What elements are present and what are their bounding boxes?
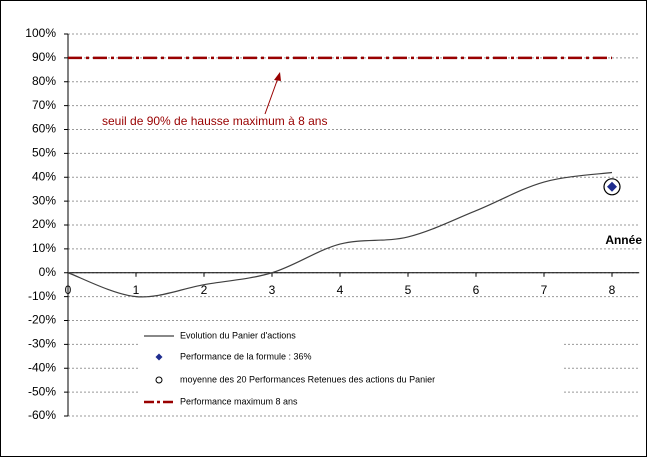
legend-box (140, 326, 562, 412)
y-tick-label: 80% (32, 74, 56, 88)
x-tick-label: 5 (405, 283, 412, 297)
diamond-point (607, 181, 617, 192)
y-tick-label: -20% (28, 313, 56, 327)
x-tick-label: 0 (65, 283, 72, 297)
legend: Evolution du Panier d'actions Performance… (144, 330, 435, 406)
x-tick-label: 4 (337, 283, 344, 297)
y-tick-label: 90% (32, 50, 56, 64)
y-tick-label: 100% (25, 26, 56, 40)
y-tick-label: -10% (28, 289, 56, 303)
x-tick-label: 1 (133, 283, 140, 297)
legend-swatch (155, 376, 163, 384)
y-tick-label: -40% (28, 360, 56, 374)
y-tick-label: 50% (32, 146, 56, 160)
line-series (67, 171, 613, 298)
legend-label: moyenne des 20 Performances Retenues des… (180, 374, 435, 384)
y-tick-label: 70% (32, 98, 56, 112)
arrow-head (274, 72, 281, 81)
y-tick-label: 20% (32, 217, 56, 231)
y-tick-label: 60% (32, 122, 56, 136)
y-tick-label: 10% (32, 241, 56, 255)
y-tick-label: 30% (32, 193, 56, 207)
y-tick-label: 0% (39, 265, 57, 279)
y-tick-label: 40% (32, 169, 56, 183)
x-axis-label: Année (605, 233, 642, 247)
x-tick-label: 3 (269, 283, 276, 297)
x-tick-label: 7 (541, 283, 548, 297)
x-tick-label: 2 (201, 283, 208, 297)
legend-label: Performance de la formule : 36% (180, 351, 312, 361)
legend-label: Evolution du Panier d'actions (180, 330, 296, 340)
x-tick-label: 6 (473, 283, 480, 297)
y-tick-label: -60% (28, 408, 56, 422)
legend-swatch (155, 353, 163, 361)
annotation: seuil de 90% de hausse maximum à 8 ans (102, 114, 327, 128)
legend-label: Performance maximum 8 ans (180, 396, 298, 406)
annotation-arrow (264, 77, 279, 115)
circle-point (603, 178, 621, 196)
y-tick-label: -50% (28, 384, 56, 398)
plot (67, 56, 621, 298)
y-tick-label: -30% (28, 337, 56, 351)
x-tick-label: 8 (609, 283, 616, 297)
